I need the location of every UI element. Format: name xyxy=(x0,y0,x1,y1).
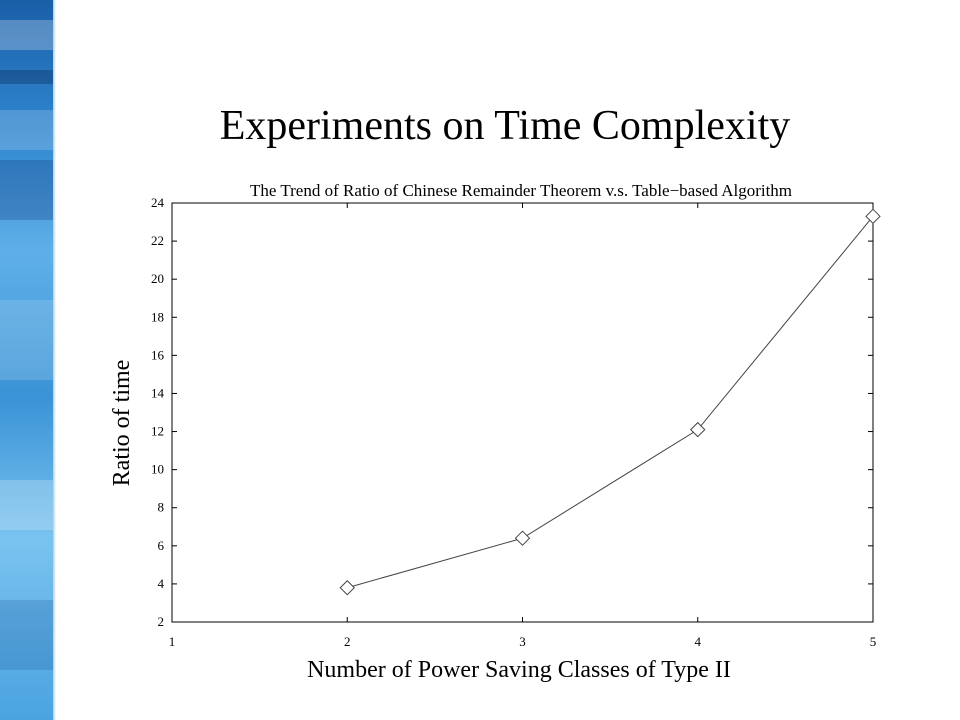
x-axis: 1 2 3 4 5 xyxy=(169,203,877,649)
y-tick-label: 12 xyxy=(151,424,164,439)
y-axis-label: Ratio of time xyxy=(109,360,135,487)
y-tick-label: 2 xyxy=(158,614,165,629)
y-tick-label: 16 xyxy=(151,347,165,362)
chart-title: The Trend of Ratio of Chinese Remainder … xyxy=(250,181,792,200)
x-tick-label: 3 xyxy=(519,634,526,649)
plot-frame xyxy=(171,202,874,623)
data-point-marker xyxy=(339,580,355,596)
y-tick-label: 24 xyxy=(151,195,165,210)
y-tick-label: 6 xyxy=(158,538,165,553)
series-layer xyxy=(339,208,881,596)
y-tick-label: 8 xyxy=(158,500,165,515)
y-tick-label: 20 xyxy=(151,271,164,286)
x-tick-label: 1 xyxy=(169,634,176,649)
decorative-side-strip xyxy=(0,0,56,720)
slide-title: Experiments on Time Complexity xyxy=(219,103,791,149)
x-tick-label: 5 xyxy=(870,634,877,649)
y-tick-label: 14 xyxy=(151,385,165,400)
y-tick-label: 22 xyxy=(151,233,164,248)
data-point-marker xyxy=(690,421,706,438)
data-point-marker xyxy=(514,530,531,546)
data-point-marker xyxy=(865,208,881,225)
y-tick-label: 10 xyxy=(151,462,164,477)
series-line xyxy=(347,216,874,589)
x-axis-label: Number of Power Saving Classes of Type I… xyxy=(307,657,731,683)
x-tick-label: 2 xyxy=(344,634,351,649)
y-tick-label: 18 xyxy=(151,309,164,324)
y-tick-label: 4 xyxy=(158,576,165,591)
x-tick-label: 4 xyxy=(695,634,702,649)
